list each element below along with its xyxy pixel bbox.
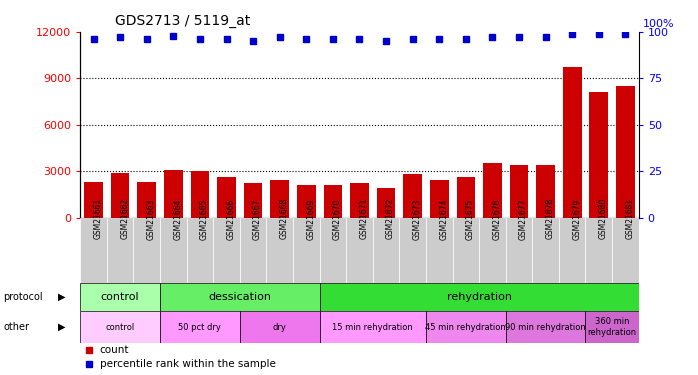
- Bar: [160, 311, 240, 343]
- Bar: [160, 283, 320, 311]
- Bar: [138, 182, 156, 218]
- Bar: [616, 86, 634, 218]
- Text: GSM21674: GSM21674: [439, 198, 448, 240]
- Bar: [107, 217, 133, 283]
- Bar: [84, 182, 103, 218]
- Bar: [377, 188, 395, 218]
- Text: 90 min rehydration: 90 min rehydration: [505, 322, 586, 332]
- Bar: [320, 217, 346, 283]
- Text: GSM21673: GSM21673: [413, 198, 422, 240]
- Text: GSM21664: GSM21664: [173, 198, 182, 240]
- Text: GSM21666: GSM21666: [227, 198, 235, 240]
- Bar: [133, 217, 160, 283]
- Bar: [324, 185, 342, 218]
- Bar: [586, 311, 639, 343]
- Bar: [426, 217, 452, 283]
- Text: GSM21681: GSM21681: [625, 198, 634, 239]
- Bar: [533, 217, 559, 283]
- Text: GSM21669: GSM21669: [306, 198, 315, 240]
- Bar: [191, 171, 209, 217]
- Bar: [213, 217, 240, 283]
- Text: GSM21677: GSM21677: [519, 198, 528, 240]
- Text: GSM21679: GSM21679: [572, 198, 581, 240]
- Bar: [160, 217, 186, 283]
- Text: GSM21661: GSM21661: [94, 198, 103, 240]
- Text: dry: dry: [273, 322, 287, 332]
- Bar: [244, 183, 262, 218]
- Bar: [506, 217, 533, 283]
- Bar: [270, 180, 289, 218]
- Bar: [586, 217, 612, 283]
- Bar: [373, 217, 399, 283]
- Bar: [510, 165, 528, 218]
- Bar: [350, 183, 369, 218]
- Text: GSM21667: GSM21667: [253, 198, 262, 240]
- Text: ▶: ▶: [58, 292, 65, 302]
- Text: GSM21680: GSM21680: [599, 198, 608, 240]
- Text: 15 min rehydration: 15 min rehydration: [332, 322, 413, 332]
- Bar: [111, 172, 129, 217]
- Text: GSM21678: GSM21678: [546, 198, 555, 240]
- Text: GSM21670: GSM21670: [333, 198, 342, 240]
- Text: dessication: dessication: [208, 292, 272, 302]
- Text: control: control: [105, 322, 135, 332]
- Bar: [456, 177, 475, 218]
- Bar: [293, 217, 320, 283]
- Bar: [426, 311, 506, 343]
- Text: GSM21663: GSM21663: [147, 198, 156, 240]
- Bar: [297, 185, 315, 218]
- Text: ▶: ▶: [58, 322, 65, 332]
- Bar: [240, 311, 320, 343]
- Text: count: count: [100, 345, 129, 355]
- Bar: [479, 217, 506, 283]
- Text: control: control: [101, 292, 140, 302]
- Bar: [452, 217, 479, 283]
- Text: GSM21665: GSM21665: [200, 198, 209, 240]
- Bar: [320, 311, 426, 343]
- Text: GSM21675: GSM21675: [466, 198, 475, 240]
- Bar: [612, 217, 639, 283]
- Bar: [320, 283, 639, 311]
- Text: other: other: [3, 322, 29, 332]
- Bar: [80, 283, 160, 311]
- Bar: [267, 217, 293, 283]
- Text: percentile rank within the sample: percentile rank within the sample: [100, 359, 276, 369]
- Bar: [217, 177, 236, 218]
- Bar: [430, 180, 449, 218]
- Text: GSM21662: GSM21662: [120, 198, 129, 240]
- Bar: [80, 217, 107, 283]
- Bar: [403, 174, 422, 217]
- Bar: [164, 170, 183, 217]
- Bar: [186, 217, 213, 283]
- Bar: [563, 68, 581, 218]
- Bar: [590, 92, 608, 218]
- Text: 100%: 100%: [643, 19, 674, 29]
- Text: GSM21668: GSM21668: [280, 198, 289, 240]
- Bar: [559, 217, 586, 283]
- Bar: [483, 164, 502, 218]
- Bar: [506, 311, 586, 343]
- Bar: [80, 311, 160, 343]
- Text: 360 min
rehydration: 360 min rehydration: [588, 318, 637, 337]
- Bar: [240, 217, 267, 283]
- Text: GSM21672: GSM21672: [386, 198, 395, 240]
- Text: GSM21671: GSM21671: [359, 198, 369, 240]
- Text: rehydration: rehydration: [447, 292, 512, 302]
- Bar: [346, 217, 373, 283]
- Text: 45 min rehydration: 45 min rehydration: [426, 322, 506, 332]
- Text: GDS2713 / 5119_at: GDS2713 / 5119_at: [115, 14, 251, 28]
- Bar: [536, 165, 555, 218]
- Text: protocol: protocol: [3, 292, 43, 302]
- Bar: [399, 217, 426, 283]
- Text: 50 pct dry: 50 pct dry: [179, 322, 221, 332]
- Text: GSM21676: GSM21676: [492, 198, 501, 240]
